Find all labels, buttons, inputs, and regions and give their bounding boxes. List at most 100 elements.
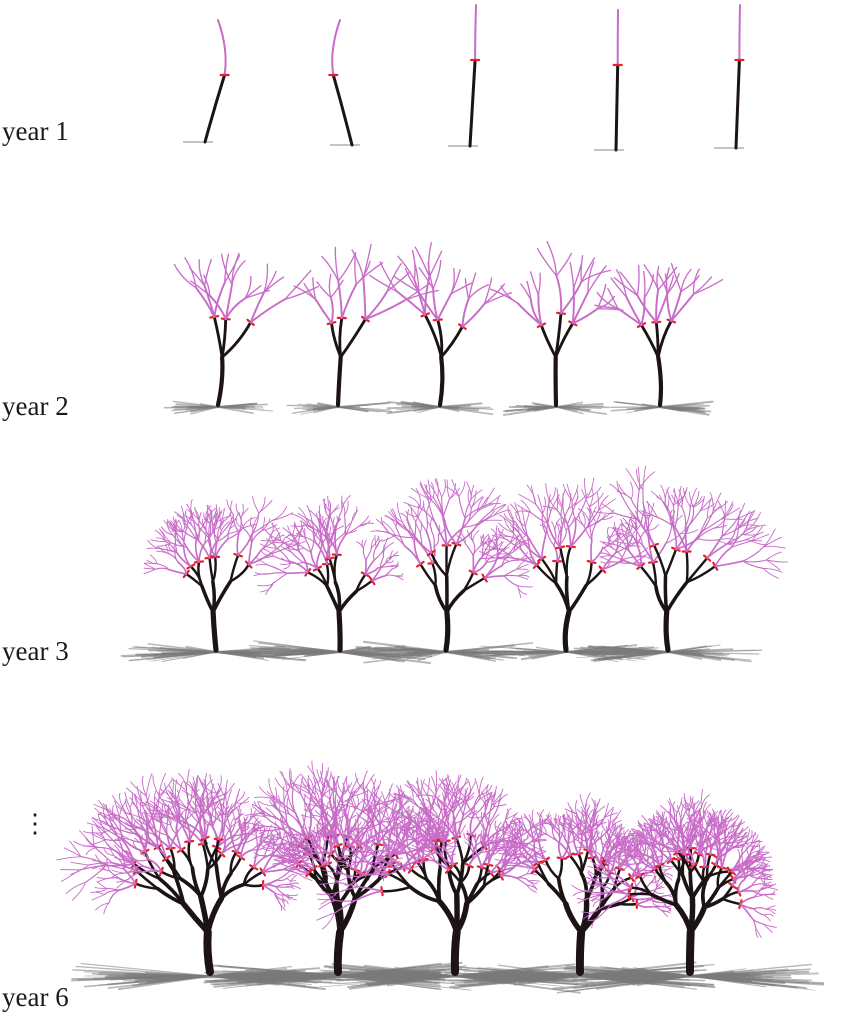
new-growth-shoot (273, 858, 284, 866)
new-growth-shoot (305, 828, 317, 844)
new-growth-shoot (518, 516, 529, 538)
new-growth-shoot (333, 819, 339, 847)
new-growth-shoot (555, 813, 560, 827)
new-growth-shoot (274, 831, 281, 844)
new-growth-shoot (623, 499, 639, 520)
new-growth-shoot (635, 877, 645, 888)
new-growth-shoot (397, 826, 402, 839)
new-growth-shoot (484, 548, 499, 551)
new-growth-shoot (516, 563, 529, 570)
old-wood-branch (229, 563, 250, 583)
new-growth-shoot (274, 777, 288, 793)
new-growth-shoot (236, 532, 240, 557)
new-growth-shoot (319, 831, 323, 841)
new-growth-shoot (171, 777, 187, 792)
old-wood-branch (200, 584, 215, 614)
new-growth-shoot (761, 865, 770, 873)
new-growth-shoot (178, 819, 191, 843)
new-growth-shoot (765, 551, 782, 561)
new-growth-shoot (227, 527, 244, 540)
new-growth-shoot (442, 822, 445, 835)
new-growth-shoot (333, 856, 343, 874)
new-growth-shoot (506, 861, 522, 864)
new-growth-shoot (511, 828, 527, 831)
new-growth-shoot (192, 800, 200, 814)
new-growth-shoot (432, 796, 437, 811)
new-growth-shoot (369, 862, 389, 875)
new-growth-shoot (118, 882, 137, 892)
new-growth-shoot (281, 771, 288, 793)
tree-shadow (502, 401, 610, 416)
new-growth-shoot (122, 858, 136, 865)
old-wood-branch (443, 609, 451, 653)
new-growth-shoot (507, 505, 516, 523)
new-growth-shoot (526, 280, 532, 301)
new-growth-shoot (470, 496, 483, 509)
new-growth-shoot (438, 806, 444, 822)
new-growth-shoot (331, 19, 341, 76)
old-wood-branch (203, 837, 218, 867)
new-growth-shoot (483, 842, 489, 855)
new-growth-shoot (499, 514, 515, 528)
new-growth-shoot (650, 886, 658, 900)
new-growth-shoot (627, 549, 642, 568)
old-wood-branch (681, 853, 686, 878)
new-growth-shoot (464, 841, 474, 847)
new-growth-shoot (319, 882, 340, 885)
old-wood-branch (229, 850, 238, 875)
row-label-year-3: year 3 (2, 636, 69, 666)
ground-shadows (70, 400, 825, 994)
new-growth-shoot (381, 847, 392, 851)
new-growth-shoot (410, 507, 417, 522)
new-growth-shoot (414, 536, 433, 554)
new-growth-shoot (314, 809, 326, 818)
new-growth-shoot (339, 847, 357, 852)
old-wood-branch (220, 317, 228, 359)
new-growth-shoot (662, 846, 673, 852)
new-growth-shoot (435, 841, 443, 857)
new-growth-shoot (155, 562, 170, 571)
new-growth-shoot (622, 863, 632, 872)
new-growth-shoot (555, 521, 560, 534)
new-growth-shoot (644, 523, 659, 532)
new-growth-shoot (762, 567, 779, 579)
new-growth-shoot (678, 839, 685, 854)
new-growth-shoot (437, 810, 442, 825)
new-growth-shoot (262, 840, 274, 849)
new-growth-shoot (538, 841, 547, 861)
new-growth-shoot (674, 844, 685, 854)
new-growth-shoot (467, 284, 490, 300)
new-growth-shoot (582, 512, 586, 527)
new-growth-shoot (238, 516, 242, 534)
new-growth-shoot (647, 502, 655, 521)
new-growth-shoot (374, 848, 384, 857)
new-growth-shoot (578, 512, 585, 527)
new-growth-shoot (84, 864, 107, 883)
new-growth-shoot (328, 863, 343, 874)
new-growth-shoot (405, 827, 410, 837)
new-growth-shoot (394, 833, 406, 856)
new-growth-shoot (494, 858, 508, 863)
new-growth-shoot (692, 498, 705, 508)
new-growth-shoot (443, 792, 451, 807)
new-growth-shoot (407, 521, 417, 539)
new-growth-shoot (239, 822, 246, 832)
new-growth-shoot (750, 915, 764, 925)
old-wood-branch (436, 898, 460, 935)
new-growth-shoot (713, 814, 718, 830)
new-growth-shoot (328, 510, 337, 531)
new-growth-shoot (374, 807, 379, 822)
new-growth-shoot (263, 276, 285, 293)
tree-year1-3 (448, 4, 481, 148)
new-growth-shoot (502, 832, 515, 842)
new-growth-shoot (548, 493, 552, 513)
new-growth-shoot (613, 848, 617, 860)
new-growth-shoot (712, 492, 722, 512)
new-growth-shoot (483, 292, 512, 305)
new-growth-shoot (555, 274, 563, 315)
new-growth-shoot (469, 813, 475, 837)
new-growth-shoot (478, 557, 496, 560)
old-wood-branch (554, 321, 575, 359)
new-growth-shoot (518, 493, 537, 505)
new-growth-shoot (662, 810, 666, 823)
